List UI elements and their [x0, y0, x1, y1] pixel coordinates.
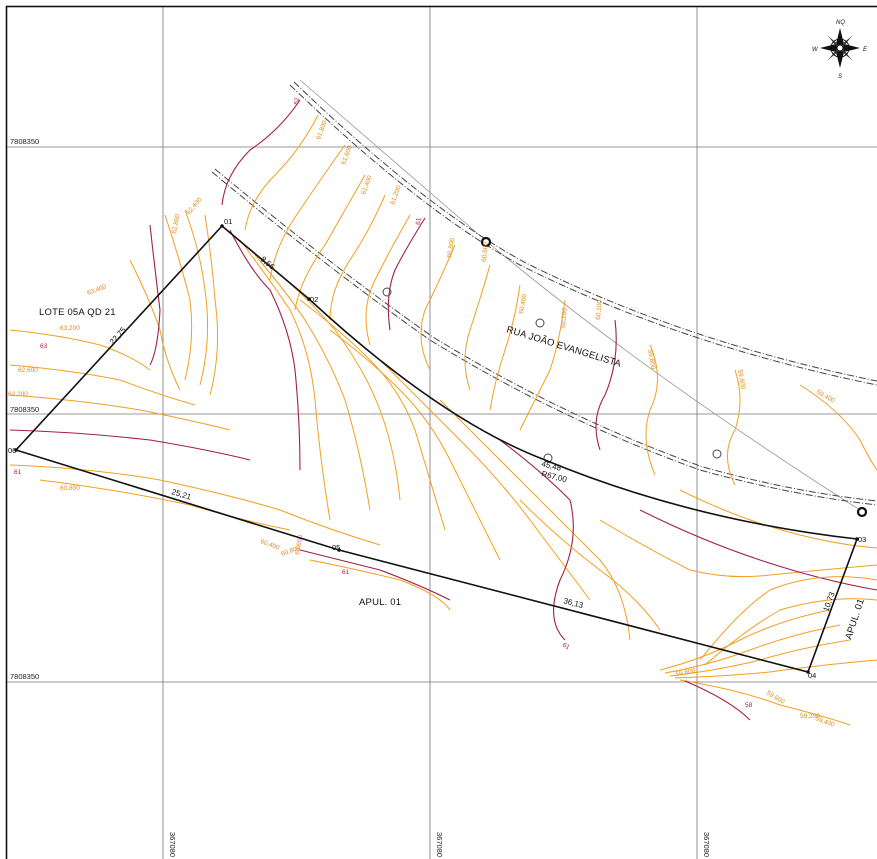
contour-label: 61: [561, 642, 571, 652]
vertex-label-06: 06: [8, 446, 16, 455]
northing-label-1: 7808350: [10, 137, 39, 146]
northing-label-2: 7808350: [10, 405, 39, 414]
map-frame: [5, 5, 877, 859]
segment-length-04-05: 36,13: [562, 596, 584, 610]
vertex-label-01: 01: [224, 217, 232, 226]
contour-label: 61,400: [360, 174, 374, 195]
contour-label: 60,800: [60, 485, 80, 492]
contour-label: 59,200: [800, 713, 820, 720]
contour-label: 60,200: [560, 307, 569, 328]
compass-rose-icon: NQ E S W: [812, 20, 868, 80]
contour-label: 63,200: [60, 325, 80, 332]
contour-label: 62: [293, 97, 301, 106]
street-edge-south-b: [214, 168, 877, 502]
easting-label-1: 367080: [168, 832, 177, 857]
contour-label: 60,600: [294, 534, 304, 555]
contour-label: 59,800: [675, 668, 696, 678]
compass-east-label: E: [863, 47, 868, 53]
contour-label: 59,400: [814, 715, 835, 729]
coordinate-grid: 7808350 7808350 7808350 367080 367080 36…: [7, 7, 877, 859]
segment-length-06-01: 22,75: [108, 325, 128, 346]
neighbor-lot-label: LOTE 05A QD 21: [39, 307, 116, 318]
apul-label-bottom: APUL. 01: [359, 597, 401, 608]
contour-label: 60,400: [518, 293, 528, 314]
vertex-label-04: 04: [808, 671, 816, 680]
contour-label: 62,400: [185, 196, 203, 216]
contour-label: 61,800: [315, 119, 329, 140]
survey-marker-1: [480, 236, 492, 248]
curve-radius: R67,00: [541, 469, 569, 484]
contour-label: 60,800: [446, 237, 456, 258]
contour-labels: 63,400 63,200 62,600 62,200 62,800 62,40…: [8, 97, 836, 729]
contour-label: 63: [40, 343, 48, 350]
contour-label: 61: [342, 569, 350, 576]
contour-label: 60,100: [595, 299, 604, 320]
contour-label: 61,600: [340, 144, 354, 165]
contour-label: 59,600: [736, 369, 746, 390]
compass-north-label: NQ: [836, 20, 845, 26]
contour-label: 60,400: [259, 538, 280, 552]
contour-label: 61,200: [389, 184, 403, 205]
street-edge-south: [211, 171, 877, 506]
contour-label: 62,800: [171, 213, 181, 234]
survey-marker-2: [856, 506, 868, 518]
northing-label-3: 7808350: [10, 672, 39, 681]
contour-label: 61: [415, 217, 423, 225]
pole-icon-2: [535, 318, 545, 328]
street-name-label: RUA JOÃO EVANGELISTA: [505, 324, 623, 370]
easting-label-3: 367080: [702, 832, 711, 857]
contour-label: 59,800: [646, 349, 656, 370]
contour-label: 60,600: [481, 241, 490, 262]
contour-label: 63,400: [86, 283, 107, 297]
easting-label-2: 367080: [435, 832, 444, 857]
contour-lines: [9, 99, 877, 726]
pole-icon-3: [712, 449, 722, 459]
contour-label: 61: [14, 469, 22, 476]
lot-boundary: 01 02 03 04 05 06 8,56 45,48 R67,00 10,7…: [8, 217, 866, 680]
street-lines: [211, 79, 877, 518]
street-edge-north: [289, 84, 877, 386]
street-edge-north-b: [293, 81, 877, 382]
compass-west-label: W: [812, 47, 819, 53]
street-axis-line: [299, 79, 861, 511]
vertex-label-03: 03: [858, 535, 866, 544]
segment-length-05-06: 25,21: [170, 487, 192, 502]
contour-label: 62,600: [18, 367, 38, 374]
contour-label: 62,200: [8, 391, 28, 398]
compass-south-label: S: [838, 74, 842, 80]
vertex-label-02: 02: [310, 295, 318, 304]
contour-label: 58: [745, 702, 753, 709]
vertex-label-05: 05: [332, 543, 340, 552]
lot-polygon: [14, 224, 859, 673]
apul-label-right: APUL. 01: [843, 597, 867, 641]
